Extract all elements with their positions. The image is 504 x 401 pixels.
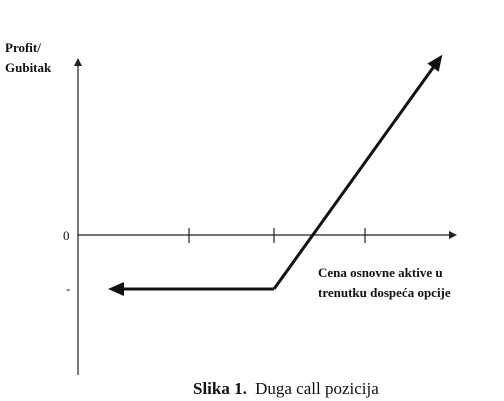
y-label: Gubitak — [5, 60, 52, 75]
caption-text: Duga call pozicija — [255, 379, 379, 398]
payoff-rising — [272, 54, 443, 290]
minus-label: - — [66, 281, 70, 296]
x-label: Cena osnovne aktive u — [318, 265, 443, 280]
zero-label: 0 — [63, 228, 70, 243]
caption-number: Slika 1. — [193, 379, 247, 398]
x-label: trenutku dospeća opcije — [318, 285, 451, 300]
y-label: Profit/ — [5, 40, 41, 55]
caption: Slika 1. Duga call pozicija — [193, 379, 379, 398]
